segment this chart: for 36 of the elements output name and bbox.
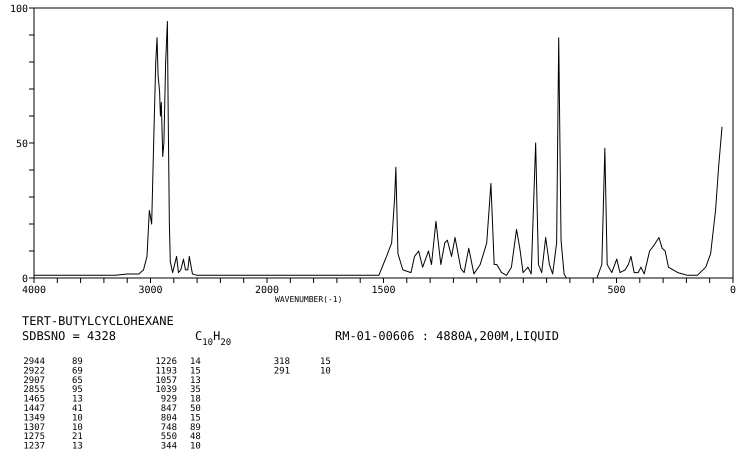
x-tick-label: 1500 [371,285,396,296]
x-tick-label: 500 [607,285,626,296]
text: TERT-BUTYLCYCLOHEXANE [22,314,174,328]
text: C$_{10}$H$_{20}$ [195,329,232,348]
x-tick-label: 2000 [254,285,280,296]
text: 344 10 [160,442,201,452]
text: 2907 65 [23,376,83,386]
text: 1447 41 [23,404,83,414]
y-tick-label: 100 [10,4,28,15]
text: 748 89 [160,422,201,433]
x-tick-label: 0 [730,285,736,296]
text: 1465 13 [23,394,83,405]
text: 1039 35 [155,385,201,396]
text: 318 15 [274,357,331,367]
text: 847 50 [160,404,201,414]
text: 1057 13 [155,376,201,386]
text: 1275 21 [23,432,83,442]
y-tick-label: 0 [22,274,28,285]
text: 929 18 [160,394,201,405]
text: RM-01-00606 : 4880A,200M,LIQUID [335,329,559,343]
text: 1349 10 [23,413,83,424]
text: 1237 13 [23,442,83,452]
x-tick-label: 4000 [22,285,46,296]
text: 2944 89 [23,357,83,367]
text: 1307 10 [23,422,83,433]
text: 1193 15 [155,366,201,376]
text: SDBSNO = 4328 [22,329,116,343]
text: 2855 95 [23,385,83,396]
text: 550 48 [160,432,201,442]
text: 2922 69 [23,366,83,376]
x-tick-label: 3000 [138,285,163,296]
text: 804 15 [160,413,201,424]
text: 291 10 [274,366,331,376]
y-tick-label: 50 [16,139,28,150]
text: 1226 14 [155,357,201,367]
x-axis-title: WAVENUMBER(-1) [275,295,342,304]
